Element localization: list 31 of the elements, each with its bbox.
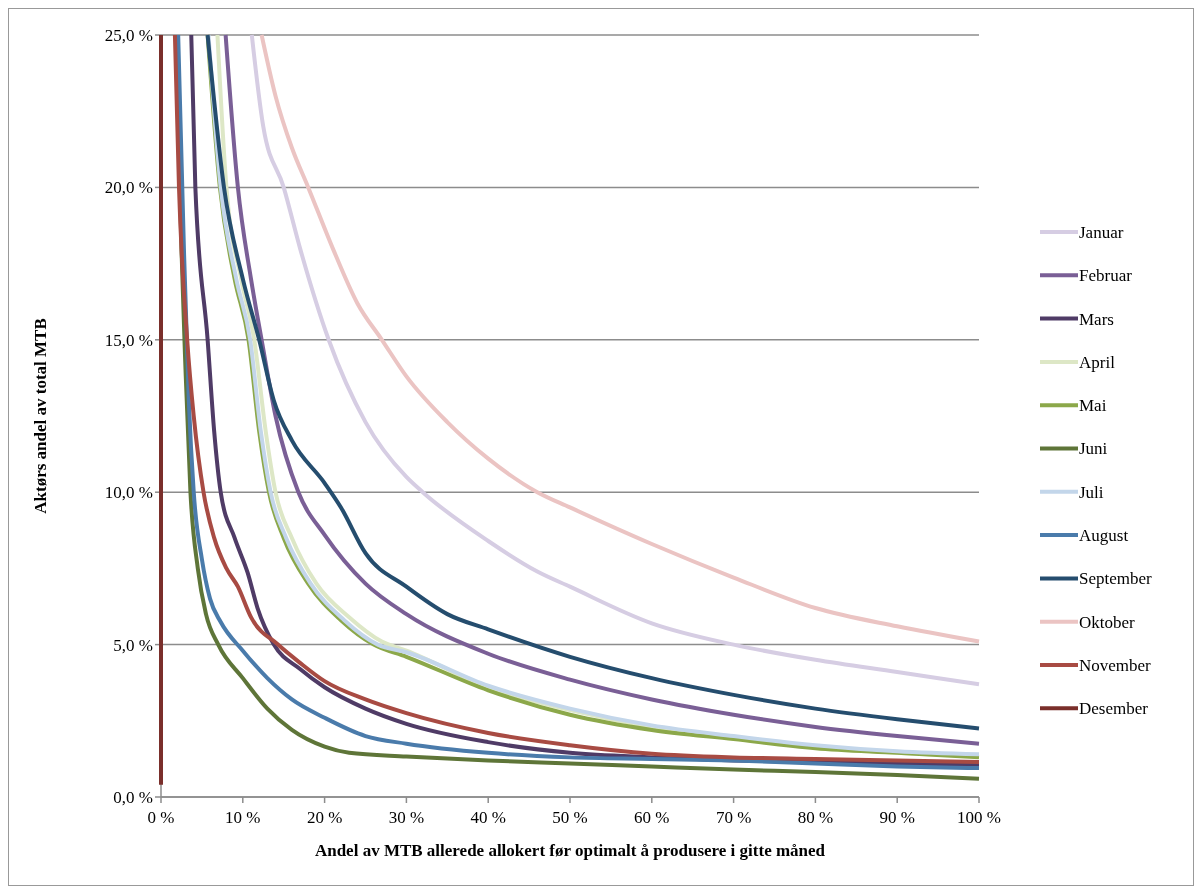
y-axis-title: Aktørs andel av total MTB — [31, 318, 50, 514]
x-tick-label: 100 % — [957, 808, 1001, 827]
legend-label: Mars — [1079, 309, 1114, 329]
x-tick-label: 90 % — [879, 808, 915, 827]
legend-label: August — [1079, 526, 1129, 546]
x-tick-label: 40 % — [470, 808, 506, 827]
x-tick-label: 20 % — [306, 808, 343, 827]
legend-label: April — [1079, 352, 1116, 372]
x-tick-label: 60 % — [634, 808, 670, 827]
y-tick-label: 0,0 % — [113, 787, 153, 807]
x-tick-label: 10 % — [225, 808, 261, 827]
x-tick-label: 70 % — [715, 808, 752, 827]
x-tick-label: 50 % — [552, 808, 588, 827]
legend-label: Desember — [1079, 699, 1149, 719]
x-axis-title: Andel av MTB allerede allokert før optimalt å produsere i gitte måned — [314, 841, 826, 860]
x-tick-label: 80 % — [797, 808, 834, 827]
y-tick-label: 15,0 % — [104, 330, 153, 350]
y-tick-label: 20,0 % — [104, 178, 153, 198]
legend-label: Oktober — [1079, 612, 1136, 632]
legend-label: Januar — [1079, 222, 1124, 242]
legend-label: Juni — [1079, 439, 1108, 459]
y-tick-label: 10,0 % — [104, 483, 153, 503]
x-tick-label: 0 % — [147, 808, 175, 827]
legend-label: September — [1079, 569, 1153, 589]
legend-label: Juli — [1079, 482, 1104, 502]
x-tick-label: 30 % — [388, 808, 425, 827]
legend-label: November — [1079, 655, 1152, 675]
y-tick-label: 25,0 % — [104, 25, 153, 45]
legend-label: Mai — [1079, 396, 1107, 416]
legend-label: Februar — [1079, 266, 1133, 286]
y-tick-label: 5,0 % — [113, 635, 153, 655]
